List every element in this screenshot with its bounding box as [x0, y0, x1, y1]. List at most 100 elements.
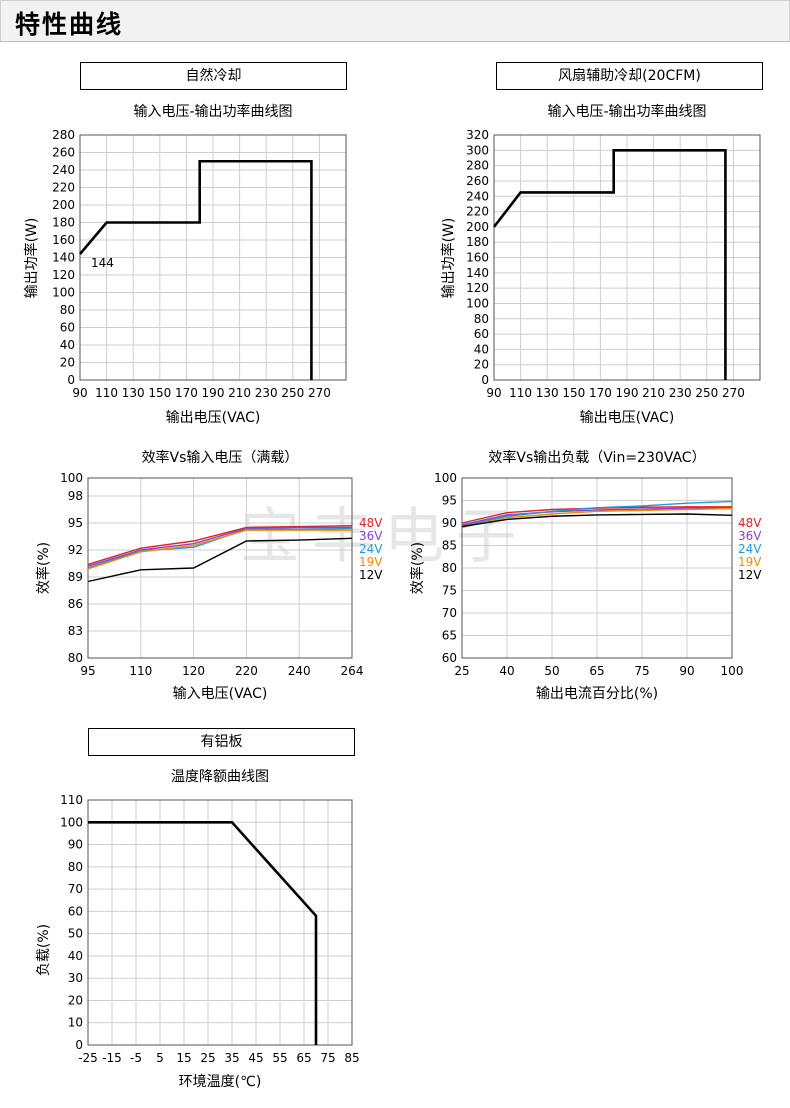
y-axis-label: 效率(%) — [35, 542, 52, 594]
y-tick-label: 80 — [442, 561, 457, 575]
y-tick-label: 70 — [68, 882, 83, 896]
legend-entry-12v: 12V — [359, 568, 383, 582]
x-tick-label: 50 — [544, 664, 559, 678]
x-tick-label: -15 — [102, 1051, 122, 1065]
y-tick-label: 89 — [68, 570, 83, 584]
y-tick-label: 300 — [466, 143, 489, 157]
y-tick-label: 40 — [474, 342, 489, 356]
x-tick-label: 110 — [129, 664, 152, 678]
plot-frame — [79, 134, 347, 381]
y-tick-label: 80 — [474, 312, 489, 326]
y-tick-label: 260 — [466, 174, 489, 188]
x-tick-label: 75 — [320, 1051, 335, 1065]
legend-entry-36v: 36V — [359, 529, 383, 543]
y-axis-label: 输出功率(W) — [440, 218, 457, 299]
x-tick-label: 210 — [642, 386, 665, 400]
series-line-12v — [87, 537, 353, 583]
y-tick-label: 110 — [60, 793, 83, 807]
x-tick-label: 130 — [122, 386, 145, 400]
series-line-19v — [461, 507, 733, 529]
series-line-48v — [87, 525, 353, 566]
x-tick-label: 25 — [454, 664, 469, 678]
y-tick-label: 100 — [60, 471, 83, 485]
y-tick-label: 240 — [466, 189, 489, 203]
x-tick-label: 150 — [562, 386, 585, 400]
x-tick-label: 190 — [202, 386, 225, 400]
x-tick-label: 85 — [344, 1051, 359, 1065]
legend-entry-48v: 48V — [359, 516, 383, 530]
x-axis-label: 输入电压(VAC) — [173, 686, 268, 702]
y-tick-label: 0 — [481, 373, 489, 387]
y-tick-label: 98 — [68, 489, 83, 503]
x-tick-label: 150 — [148, 386, 171, 400]
plot-frame — [461, 477, 733, 659]
chart-title: 温度降额曲线图 — [171, 769, 269, 785]
y-tick-label: 140 — [466, 266, 489, 280]
series-line-power — [79, 159, 313, 380]
x-axis-label: 输出电压(VAC) — [166, 410, 261, 426]
y-tick-label: 65 — [442, 629, 457, 643]
y-tick-label: 40 — [60, 338, 75, 352]
x-tick-label: 25 — [200, 1051, 215, 1065]
chart-title: 输入电压-输出功率曲线图 — [133, 103, 292, 120]
y-tick-label: 120 — [52, 268, 75, 282]
x-tick-label: 220 — [235, 664, 258, 678]
x-tick-label: 55 — [272, 1051, 287, 1065]
x-axis-label: 输出电压(VAC) — [580, 410, 675, 426]
y-tick-label: 60 — [474, 327, 489, 341]
series-line-power — [88, 820, 318, 1045]
y-tick-label: 20 — [474, 358, 489, 372]
y-tick-label: 240 — [52, 163, 75, 177]
plot-frame — [493, 134, 761, 381]
y-axis-label: 输出功率(W) — [23, 218, 40, 299]
y-tick-label: 90 — [68, 838, 83, 852]
chart-title: 输入电压-输出功率曲线图 — [547, 103, 706, 120]
x-tick-label: 120 — [182, 664, 205, 678]
y-tick-label: 180 — [52, 216, 75, 230]
y-tick-label: 95 — [68, 516, 83, 530]
box-label-natural-cooling: 自然冷却 — [80, 62, 347, 90]
y-tick-label: 220 — [52, 181, 75, 195]
y-tick-label: 90 — [442, 516, 457, 530]
legend-entry-24v: 24V — [738, 542, 762, 556]
y-tick-label: 260 — [52, 146, 75, 160]
y-tick-label: 75 — [442, 584, 457, 598]
y-tick-label: 0 — [75, 1038, 83, 1052]
y-tick-label: 80 — [68, 651, 83, 665]
x-tick-label: 230 — [255, 386, 278, 400]
y-tick-label: 180 — [466, 235, 489, 249]
y-tick-label: 60 — [60, 321, 75, 335]
x-axis-label: 输出电流百分比(%) — [536, 686, 658, 702]
legend-entry-19v: 19V — [738, 555, 762, 569]
box-label-aluminum-plate: 有铝板 — [88, 728, 355, 756]
x-tick-label: 264 — [341, 664, 364, 678]
x-tick-label: -25 — [78, 1051, 98, 1065]
x-tick-label: 230 — [669, 386, 692, 400]
y-tick-label: 160 — [466, 251, 489, 265]
y-tick-label: 100 — [60, 815, 83, 829]
y-tick-label: 83 — [68, 624, 83, 638]
legend-entry-19v: 19V — [359, 555, 383, 569]
y-tick-label: 120 — [466, 281, 489, 295]
y-tick-label: 10 — [68, 1016, 83, 1030]
x-tick-label: 250 — [281, 386, 304, 400]
y-tick-label: 140 — [52, 251, 75, 265]
x-tick-label: 90 — [679, 664, 694, 678]
y-tick-label: 20 — [60, 356, 75, 370]
watermark: 宝丰电子 — [240, 502, 528, 572]
x-tick-label: 270 — [308, 386, 331, 400]
x-tick-label: 250 — [695, 386, 718, 400]
x-tick-label: 45 — [248, 1051, 263, 1065]
y-tick-label: 86 — [68, 597, 83, 611]
legend-entry-12v: 12V — [738, 568, 762, 582]
page-title: 特性曲线 — [15, 10, 124, 39]
y-tick-label: 100 — [466, 296, 489, 310]
x-tick-label: 5 — [156, 1051, 164, 1065]
x-tick-label: 90 — [72, 386, 87, 400]
x-axis-label: 环境温度(℃) — [179, 1074, 262, 1090]
x-tick-label: 240 — [288, 664, 311, 678]
y-tick-label: 220 — [466, 205, 489, 219]
x-tick-label: 270 — [722, 386, 745, 400]
series-line-36v — [461, 507, 733, 526]
